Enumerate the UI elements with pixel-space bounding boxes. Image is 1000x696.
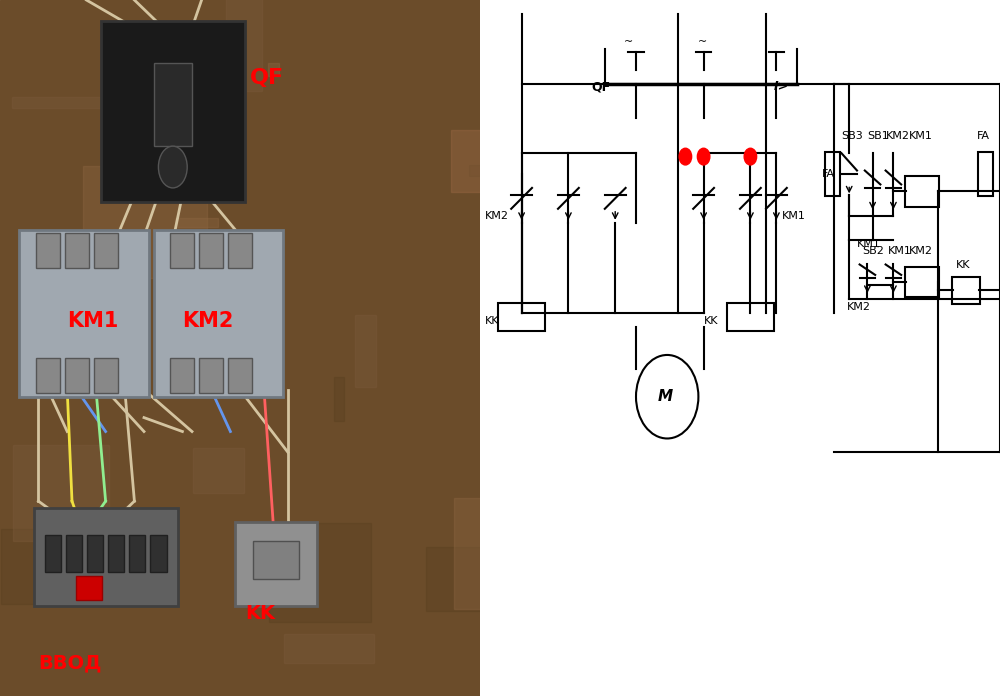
- FancyBboxPatch shape: [978, 152, 993, 196]
- Text: FA: FA: [977, 132, 990, 141]
- Bar: [70, 402, 94, 413]
- FancyBboxPatch shape: [727, 303, 774, 331]
- Bar: [97, 106, 170, 171]
- Text: KM2: KM2: [886, 132, 910, 141]
- Text: KM2: KM2: [909, 246, 933, 256]
- FancyBboxPatch shape: [34, 508, 178, 606]
- Bar: [85, 84, 167, 159]
- Circle shape: [744, 148, 757, 165]
- FancyBboxPatch shape: [825, 152, 840, 196]
- FancyBboxPatch shape: [45, 535, 61, 572]
- Bar: [393, 64, 530, 72]
- Text: KM1: KM1: [909, 132, 933, 141]
- Bar: [322, 130, 371, 145]
- FancyBboxPatch shape: [94, 233, 118, 268]
- Circle shape: [158, 146, 187, 188]
- Text: SB1: SB1: [867, 132, 889, 141]
- FancyBboxPatch shape: [150, 535, 167, 572]
- Bar: [111, 501, 221, 570]
- Bar: [404, 367, 407, 373]
- Text: ~: ~: [698, 38, 707, 47]
- FancyBboxPatch shape: [108, 535, 124, 572]
- Text: SB3: SB3: [841, 132, 863, 141]
- Text: ~: ~: [624, 38, 633, 47]
- Text: KK: KK: [956, 260, 970, 270]
- Bar: [16, 519, 54, 532]
- FancyBboxPatch shape: [129, 535, 145, 572]
- Circle shape: [636, 355, 698, 438]
- FancyBboxPatch shape: [65, 358, 89, 393]
- Text: ВВОД: ВВОД: [38, 653, 102, 672]
- FancyBboxPatch shape: [36, 358, 60, 393]
- Bar: [370, 182, 439, 202]
- FancyBboxPatch shape: [905, 267, 939, 297]
- Bar: [103, 296, 179, 324]
- FancyBboxPatch shape: [66, 535, 82, 572]
- Text: KK: KK: [245, 604, 275, 624]
- FancyBboxPatch shape: [36, 233, 60, 268]
- FancyBboxPatch shape: [253, 541, 299, 579]
- FancyBboxPatch shape: [154, 230, 283, 397]
- Text: I>: I>: [774, 81, 789, 93]
- Text: KM2: KM2: [847, 302, 871, 312]
- FancyBboxPatch shape: [101, 21, 245, 202]
- Text: KM1: KM1: [67, 311, 119, 331]
- Text: QF: QF: [592, 81, 611, 93]
- FancyBboxPatch shape: [76, 576, 102, 600]
- FancyBboxPatch shape: [905, 176, 939, 207]
- Bar: [370, 278, 475, 335]
- Bar: [423, 306, 491, 380]
- Bar: [422, 132, 435, 147]
- Bar: [271, 413, 403, 466]
- FancyBboxPatch shape: [19, 230, 149, 397]
- Bar: [366, 193, 391, 309]
- Bar: [298, 85, 374, 221]
- FancyBboxPatch shape: [199, 233, 223, 268]
- Bar: [191, 567, 290, 663]
- Bar: [214, 362, 276, 415]
- Circle shape: [679, 148, 692, 165]
- FancyBboxPatch shape: [952, 277, 980, 304]
- Text: KM1: KM1: [782, 212, 805, 221]
- FancyBboxPatch shape: [199, 358, 223, 393]
- FancyBboxPatch shape: [170, 233, 194, 268]
- Text: KM1: KM1: [857, 239, 881, 249]
- FancyBboxPatch shape: [228, 358, 252, 393]
- Text: KK: KK: [704, 316, 718, 326]
- Text: M: M: [658, 389, 673, 404]
- Text: FA: FA: [822, 170, 835, 180]
- FancyBboxPatch shape: [228, 233, 252, 268]
- Circle shape: [697, 148, 710, 165]
- FancyBboxPatch shape: [498, 303, 545, 331]
- Bar: [123, 601, 151, 683]
- FancyBboxPatch shape: [65, 233, 89, 268]
- FancyBboxPatch shape: [87, 535, 103, 572]
- FancyBboxPatch shape: [170, 358, 194, 393]
- Text: SB2: SB2: [862, 246, 884, 256]
- Text: KM1: KM1: [888, 246, 912, 256]
- Text: KM2: KM2: [485, 212, 509, 221]
- Text: QF: QF: [250, 68, 284, 88]
- Text: KK: KK: [485, 316, 500, 326]
- Text: KM2: KM2: [182, 311, 234, 331]
- FancyBboxPatch shape: [154, 63, 192, 146]
- Bar: [419, 526, 465, 652]
- FancyBboxPatch shape: [94, 358, 118, 393]
- FancyBboxPatch shape: [235, 522, 317, 606]
